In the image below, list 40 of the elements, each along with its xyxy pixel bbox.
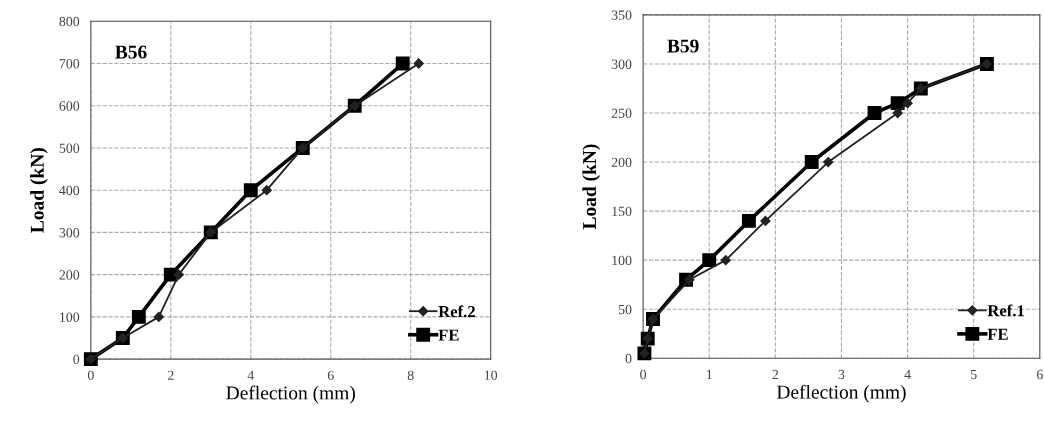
x-tick-label: 4 xyxy=(247,370,255,380)
x-tick-label: 3 xyxy=(838,369,845,380)
text: B56 xyxy=(115,45,147,59)
y-tick-label: 200 xyxy=(611,157,632,167)
x-tick-label: 0 xyxy=(640,369,647,380)
y-axis-title: Load (kN) xyxy=(30,148,48,233)
text: B59 xyxy=(667,39,699,53)
x-tick-label: 8 xyxy=(407,370,414,381)
y-tick-label: 0 xyxy=(625,353,632,364)
y-axis-title: Load (kN) xyxy=(582,144,601,230)
legend-label: Ref.1 xyxy=(987,304,1024,317)
x-tick-label: 2 xyxy=(772,369,779,380)
x-axis-title: Deflection (mm) xyxy=(226,385,355,404)
legend-label: FE xyxy=(438,329,459,341)
x-tick-label: 6 xyxy=(327,370,334,381)
x-tick-label: 2 xyxy=(167,370,174,380)
y-tick-label: 250 xyxy=(611,108,632,118)
y-tick-label: 100 xyxy=(60,312,80,322)
y-tick-label: 350 xyxy=(611,10,632,20)
x-tick-label: 0 xyxy=(87,370,94,381)
y-tick-label: 400 xyxy=(59,185,80,196)
y-tick-label: 800 xyxy=(59,16,80,27)
x-tick-label: 5 xyxy=(971,369,977,380)
y-tick-label: 700 xyxy=(59,59,80,69)
y-tick-label: 300 xyxy=(611,59,632,69)
y-tick-label: 600 xyxy=(59,101,80,111)
legend-label: FE xyxy=(987,328,1008,340)
x-tick-label: 1 xyxy=(706,369,712,380)
x-tick-label: 10 xyxy=(484,370,498,381)
y-tick-label: 200 xyxy=(59,270,80,280)
y-tick-label: 0 xyxy=(73,354,80,365)
x-axis-title: Deflection (mm) xyxy=(776,384,906,403)
y-tick-label: 50 xyxy=(618,304,632,315)
x-tick-label: 6 xyxy=(1036,369,1043,380)
y-tick-label: 150 xyxy=(612,206,632,217)
y-tick-label: 500 xyxy=(59,143,80,153)
y-tick-label: 100 xyxy=(612,255,632,266)
y-tick-label: 300 xyxy=(59,228,80,238)
x-tick-label: 4 xyxy=(904,369,911,380)
legend-label: Ref.2 xyxy=(438,305,475,318)
